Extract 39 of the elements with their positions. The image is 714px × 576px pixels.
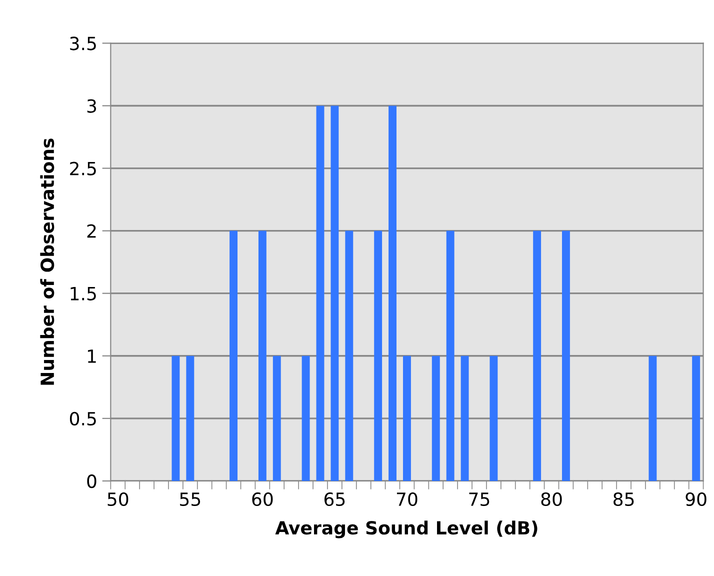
bar (403, 356, 411, 481)
bar (648, 356, 657, 481)
bar (230, 230, 238, 481)
y-tick-label: 0.5 (70, 412, 96, 426)
x-tick-label: 55 (180, 492, 200, 506)
bar (490, 356, 498, 481)
bar (186, 356, 194, 481)
x-tick-label: 80 (541, 492, 562, 506)
bar (460, 356, 469, 481)
bar (172, 356, 180, 481)
bar (258, 230, 266, 481)
y-tick-label: 3 (87, 99, 96, 113)
x-tick-label: 75 (469, 492, 490, 506)
y-tick-label: 1.5 (70, 287, 96, 300)
bar (272, 356, 281, 481)
y-tick-label: 2.5 (70, 162, 96, 176)
y-tick-label: 1 (88, 350, 96, 363)
bar (432, 356, 440, 481)
x-tick-label: 50 (108, 492, 128, 506)
x-tick-label: 60 (252, 492, 273, 506)
bar (345, 230, 354, 481)
y-axis-title: Number of Observations (40, 138, 54, 385)
y-tick-label: 2 (87, 224, 96, 238)
x-axis-title: Average Sound Level (dB) (275, 520, 538, 538)
bar (302, 356, 310, 481)
x-tick-label: 65 (324, 492, 345, 506)
bar (446, 230, 454, 481)
bar (316, 106, 324, 481)
y-tick-label: 3.5 (70, 36, 96, 50)
y-tick-label: 0 (87, 474, 96, 488)
bar (330, 106, 339, 481)
x-tick-label: 70 (396, 492, 418, 506)
bar (374, 230, 382, 481)
bar (562, 230, 570, 481)
x-tick-label: 85 (614, 492, 634, 506)
bar (533, 230, 542, 481)
x-tick-label: 90 (686, 492, 706, 506)
bar (692, 356, 700, 481)
bar (388, 106, 396, 481)
